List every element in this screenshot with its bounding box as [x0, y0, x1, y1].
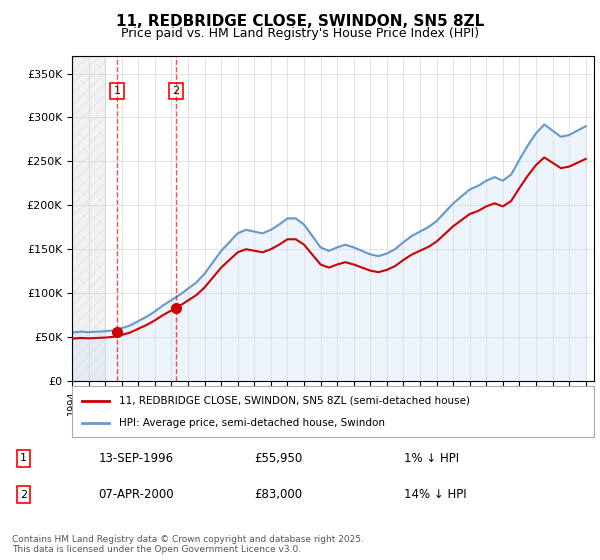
Text: 11, REDBRIDGE CLOSE, SWINDON, SN5 8ZL: 11, REDBRIDGE CLOSE, SWINDON, SN5 8ZL [116, 14, 484, 29]
Text: 2: 2 [20, 490, 27, 500]
Text: 13-SEP-1996: 13-SEP-1996 [98, 452, 173, 465]
Text: 14% ↓ HPI: 14% ↓ HPI [404, 488, 466, 501]
Text: 07-APR-2000: 07-APR-2000 [98, 488, 174, 501]
Text: 1% ↓ HPI: 1% ↓ HPI [404, 452, 459, 465]
Text: Contains HM Land Registry data © Crown copyright and database right 2025.
This d: Contains HM Land Registry data © Crown c… [12, 535, 364, 554]
Text: 2: 2 [172, 86, 179, 96]
Text: 1: 1 [20, 454, 27, 464]
Text: 1: 1 [113, 86, 121, 96]
Text: HPI: Average price, semi-detached house, Swindon: HPI: Average price, semi-detached house,… [119, 418, 385, 428]
Text: £55,950: £55,950 [254, 452, 302, 465]
Bar [72, 56, 105, 381]
Text: Price paid vs. HM Land Registry's House Price Index (HPI): Price paid vs. HM Land Registry's House … [121, 27, 479, 40]
Text: £83,000: £83,000 [254, 488, 302, 501]
Text: 11, REDBRIDGE CLOSE, SWINDON, SN5 8ZL (semi-detached house): 11, REDBRIDGE CLOSE, SWINDON, SN5 8ZL (s… [119, 395, 470, 405]
